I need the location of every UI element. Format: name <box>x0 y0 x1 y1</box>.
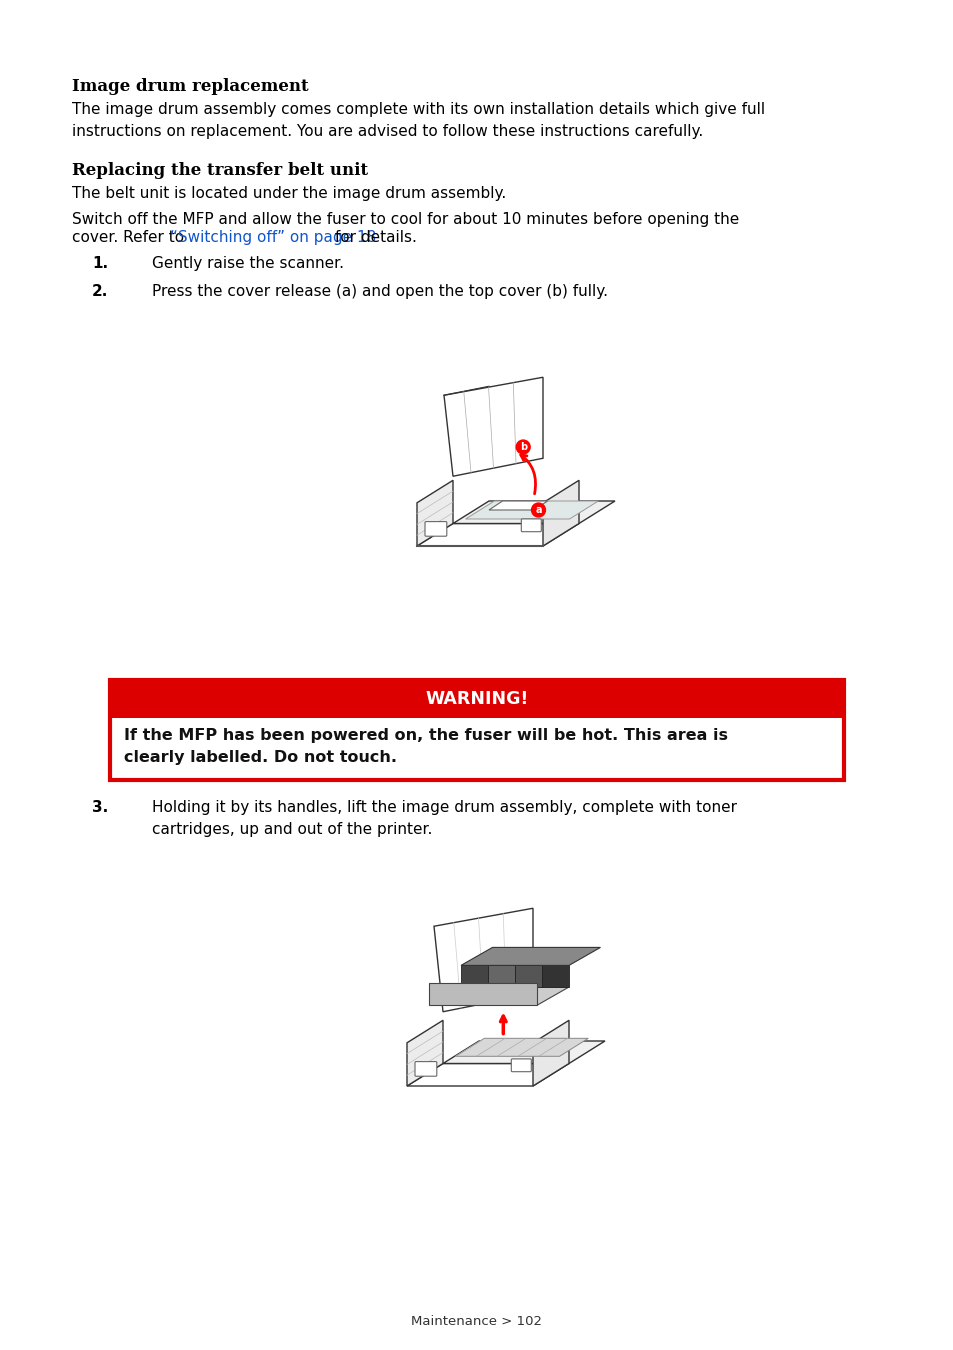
Polygon shape <box>416 524 578 545</box>
FancyBboxPatch shape <box>511 1058 531 1072</box>
FancyBboxPatch shape <box>415 1061 436 1076</box>
Polygon shape <box>429 983 537 1004</box>
Text: b: b <box>519 441 526 452</box>
Text: cover. Refer to: cover. Refer to <box>71 230 189 244</box>
Text: Holding it by its handles, lift the image drum assembly, complete with toner
car: Holding it by its handles, lift the imag… <box>152 801 737 837</box>
Text: for details.: for details. <box>330 230 416 244</box>
Polygon shape <box>515 965 541 987</box>
Polygon shape <box>443 377 542 477</box>
FancyBboxPatch shape <box>424 521 446 536</box>
Text: Image drum replacement: Image drum replacement <box>71 78 309 94</box>
Polygon shape <box>460 965 488 987</box>
Text: 3.: 3. <box>91 801 108 815</box>
FancyBboxPatch shape <box>110 680 843 780</box>
Polygon shape <box>465 501 598 518</box>
Text: 1.: 1. <box>91 256 108 271</box>
Polygon shape <box>542 481 578 545</box>
Text: Replacing the transfer belt unit: Replacing the transfer belt unit <box>71 162 368 180</box>
Polygon shape <box>434 909 533 1011</box>
Polygon shape <box>541 965 568 987</box>
Text: If the MFP has been powered on, the fuser will be hot. This area is
clearly labe: If the MFP has been powered on, the fuse… <box>124 728 727 765</box>
Polygon shape <box>488 965 515 987</box>
Text: Maintenance > 102: Maintenance > 102 <box>411 1315 542 1328</box>
Polygon shape <box>453 501 615 524</box>
FancyBboxPatch shape <box>520 518 540 532</box>
Polygon shape <box>456 1038 588 1056</box>
Text: “Switching off” on page 18: “Switching off” on page 18 <box>171 230 376 244</box>
Polygon shape <box>416 481 453 545</box>
Polygon shape <box>407 1064 568 1085</box>
Polygon shape <box>533 1021 568 1085</box>
Polygon shape <box>460 948 599 965</box>
Text: Gently raise the scanner.: Gently raise the scanner. <box>152 256 344 271</box>
Text: a: a <box>535 505 541 514</box>
Text: Switch off the MFP and allow the fuser to cool for about 10 minutes before openi: Switch off the MFP and allow the fuser t… <box>71 212 739 227</box>
Polygon shape <box>407 1021 442 1085</box>
Polygon shape <box>489 501 547 510</box>
Text: The image drum assembly comes complete with its own installation details which g: The image drum assembly comes complete w… <box>71 103 764 139</box>
Text: The belt unit is located under the image drum assembly.: The belt unit is located under the image… <box>71 186 506 201</box>
Polygon shape <box>429 987 568 1004</box>
Text: WARNING!: WARNING! <box>425 690 528 707</box>
FancyBboxPatch shape <box>110 680 843 718</box>
Text: 2.: 2. <box>91 284 109 298</box>
Polygon shape <box>442 1041 604 1064</box>
Text: Press the cover release (a) and open the top cover (b) fully.: Press the cover release (a) and open the… <box>152 284 607 298</box>
